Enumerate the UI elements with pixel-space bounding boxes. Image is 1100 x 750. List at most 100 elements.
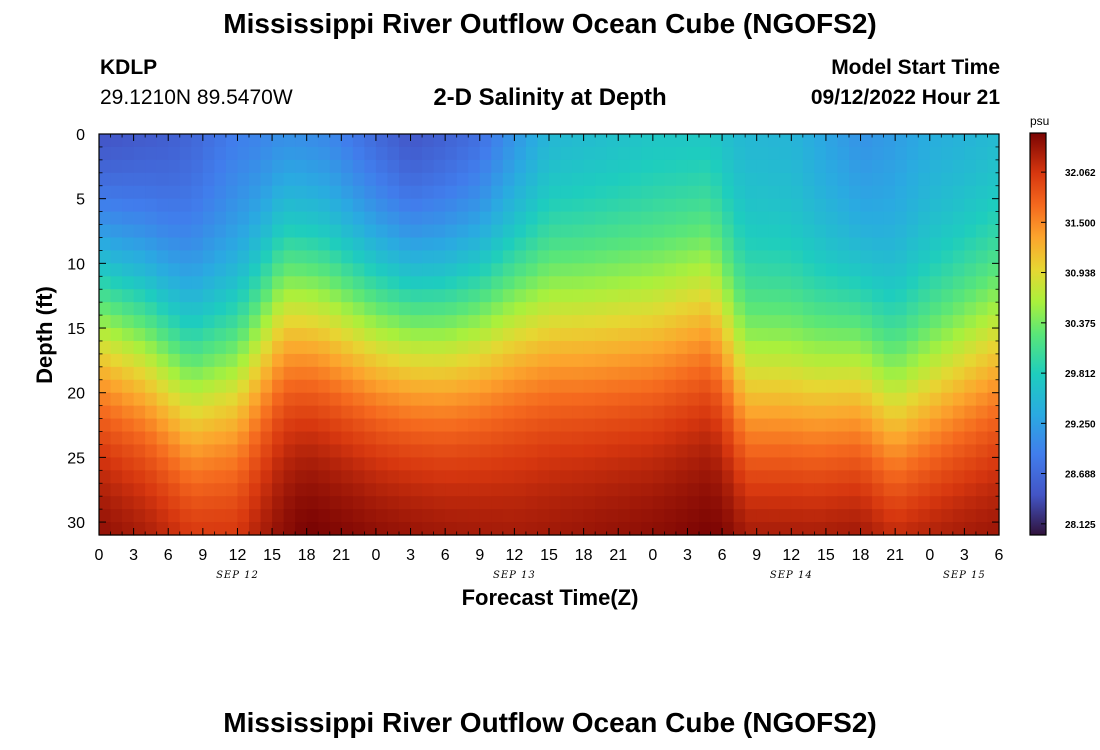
heatmap-cell — [802, 483, 815, 497]
heatmap-cell — [525, 444, 539, 458]
heatmap-cell — [849, 302, 862, 316]
heatmap-cell — [375, 353, 389, 368]
heatmap-cell — [260, 392, 273, 407]
heatmap-cell — [399, 224, 412, 239]
heatmap-cell — [652, 379, 665, 394]
heatmap-cell — [918, 353, 931, 368]
heatmap-cell — [802, 250, 815, 264]
heatmap-cell — [99, 146, 112, 161]
heatmap-cell — [468, 302, 481, 316]
heatmap-cell — [341, 470, 354, 484]
heatmap-cell — [525, 405, 539, 420]
heatmap-cell — [825, 496, 839, 510]
heatmap-cell — [445, 146, 458, 161]
heatmap-cell — [387, 353, 400, 368]
heatmap-cell — [445, 134, 458, 148]
heatmap-cell — [837, 340, 850, 355]
heatmap-cell — [664, 250, 677, 264]
heatmap-cell — [975, 159, 989, 174]
heatmap-cell — [849, 379, 862, 394]
heatmap-cell — [352, 172, 365, 187]
heatmap-cell — [699, 522, 712, 536]
heatmap-cell — [352, 340, 365, 355]
heatmap-cell — [722, 237, 735, 252]
heatmap-cell — [445, 224, 458, 239]
heatmap-cell — [399, 263, 412, 277]
heatmap-cell — [468, 328, 481, 342]
heatmap-cell — [987, 198, 1000, 213]
heatmap-cell — [952, 289, 965, 303]
heatmap-cell — [249, 263, 262, 277]
heatmap-cell — [687, 146, 700, 161]
heatmap-cell — [491, 172, 504, 187]
heatmap-cell — [318, 211, 331, 226]
heatmap-cell — [906, 211, 919, 226]
heatmap-cell — [952, 444, 965, 458]
heatmap-cell — [537, 496, 550, 510]
heatmap-cell — [502, 250, 515, 264]
heatmap-cell — [249, 289, 262, 303]
heatmap-cell — [825, 263, 839, 277]
heatmap-cell — [837, 289, 850, 303]
heatmap-cell — [318, 379, 331, 394]
heatmap-cell — [364, 315, 377, 329]
heatmap-cell — [110, 496, 123, 510]
heatmap-cell — [260, 185, 273, 200]
heatmap-cell — [422, 159, 435, 174]
heatmap-cell — [837, 522, 850, 536]
heatmap-cell — [191, 172, 204, 187]
heatmap-cell — [906, 250, 919, 264]
heatmap-cell — [433, 302, 446, 316]
heatmap-cell — [664, 315, 677, 329]
heatmap-cell — [549, 483, 562, 497]
heatmap-cell — [572, 289, 585, 303]
heatmap-cell — [733, 496, 746, 510]
heatmap-cell — [249, 302, 262, 316]
heatmap-cell — [122, 340, 135, 355]
heatmap-cell — [987, 353, 1000, 368]
heatmap-cell — [560, 379, 573, 394]
heatmap-cell — [352, 302, 365, 316]
heatmap-cell — [722, 509, 735, 523]
heatmap-cell — [918, 289, 931, 303]
heatmap-cell — [572, 509, 585, 523]
heatmap-cell — [260, 353, 273, 368]
heatmap-cell — [802, 276, 815, 290]
heatmap-cell — [918, 366, 931, 381]
heatmap-cell — [445, 289, 458, 303]
heatmap-cell — [572, 392, 585, 407]
heatmap-cell — [675, 496, 689, 510]
heatmap-cell — [987, 379, 1000, 394]
heatmap-cell — [929, 224, 942, 239]
heatmap-cell — [722, 457, 735, 471]
heatmap-cell — [168, 315, 181, 329]
heatmap-cell — [733, 470, 746, 484]
heatmap-cell — [883, 263, 896, 277]
heatmap-cell — [675, 263, 689, 277]
heatmap-cell — [145, 211, 158, 226]
heatmap-cell — [883, 366, 896, 381]
heatmap-cell — [572, 224, 585, 239]
heatmap-cell — [283, 302, 296, 316]
heatmap-cell — [525, 211, 539, 226]
heatmap-cell — [445, 431, 458, 446]
heatmap-cell — [549, 379, 562, 394]
heatmap-cell — [479, 185, 492, 200]
heatmap-cell — [249, 496, 262, 510]
heatmap-cell — [168, 250, 181, 264]
heatmap-cell — [860, 302, 873, 316]
heatmap-cell — [560, 315, 573, 329]
heatmap-cell — [722, 302, 735, 316]
heatmap-cell — [225, 263, 239, 277]
heatmap-cell — [318, 431, 331, 446]
heatmap-cell — [214, 522, 227, 536]
heatmap-cell — [422, 496, 435, 510]
heatmap-cell — [629, 353, 642, 368]
heatmap-cell — [110, 185, 123, 200]
heatmap-cell — [641, 315, 654, 329]
heatmap-cell — [595, 328, 608, 342]
heatmap-cell — [191, 366, 204, 381]
heatmap-cell — [906, 340, 919, 355]
heatmap-cell — [145, 509, 158, 523]
heatmap-cell — [110, 483, 123, 497]
